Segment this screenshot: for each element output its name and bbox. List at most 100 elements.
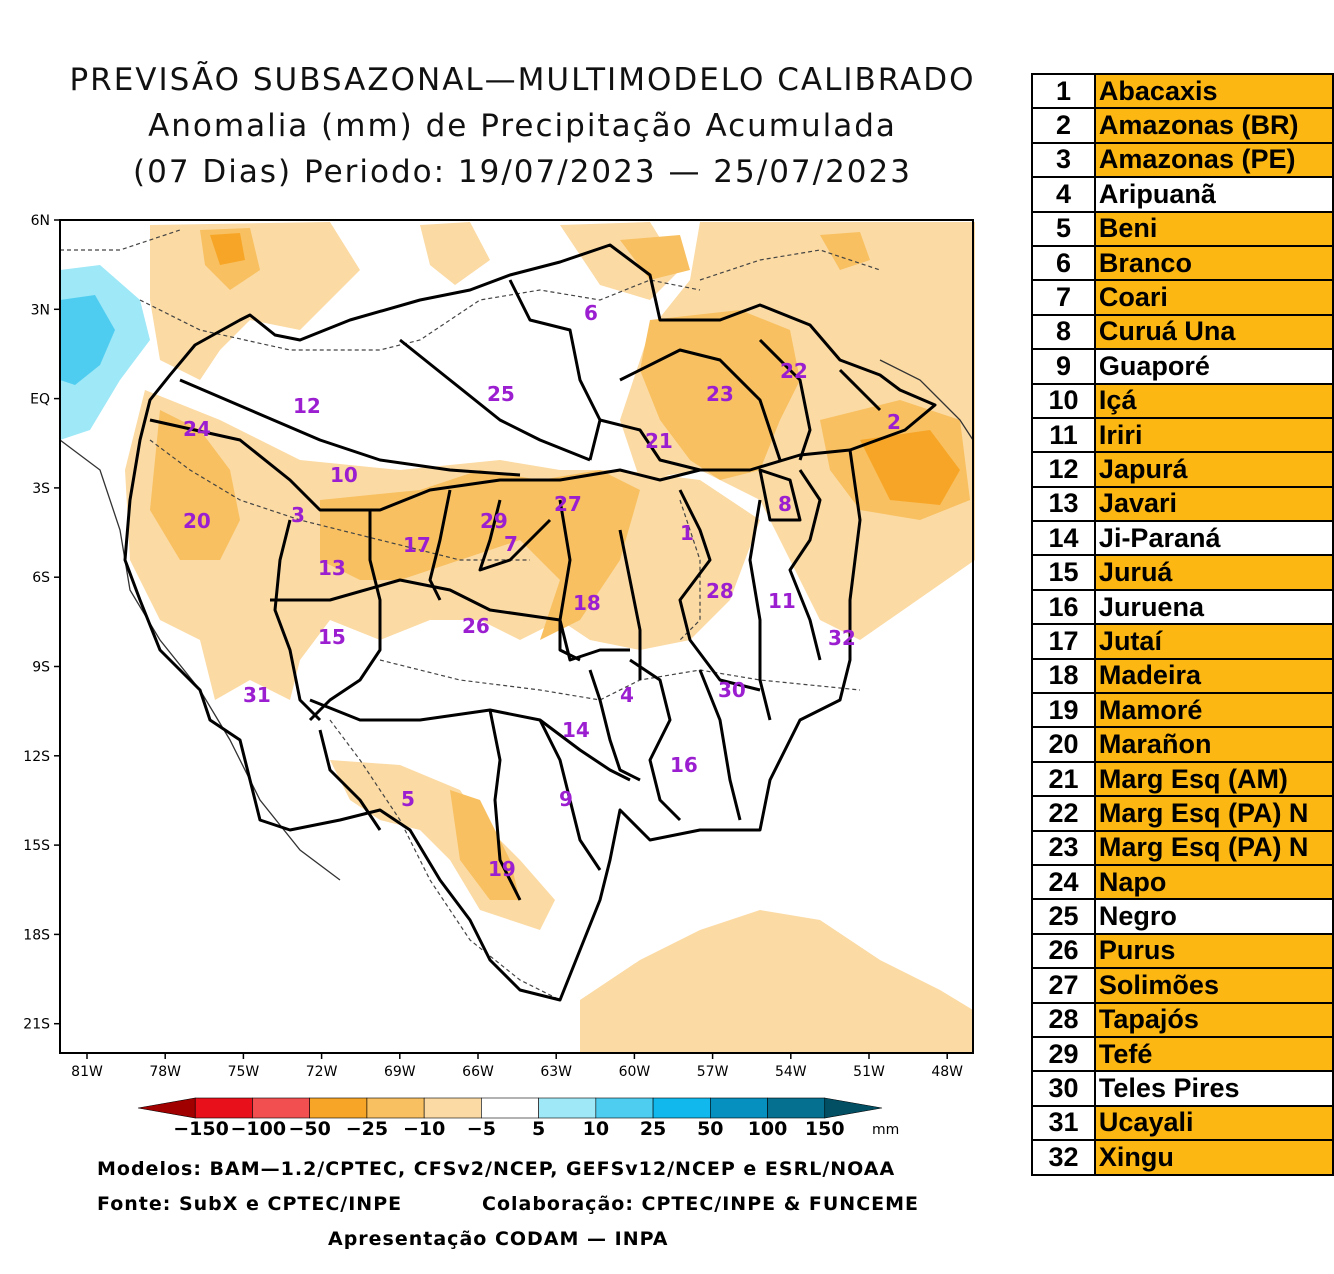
colorbar-tick-label: −100 [230,1118,287,1140]
basin-row: 1 Abacaxis [1031,72,1334,110]
basin-row: 30 Teles Pires [1031,1070,1334,1107]
colorbar-tick-label: −5 [466,1118,496,1140]
basin-number: 25 [1031,898,1096,935]
basin-name: Tapajós [1093,1001,1334,1038]
basin-number: 3 [1031,141,1096,179]
basin-legend-table: 1 Abacaxis 2 Amazonas (BR) 3 Amazonas (PE) 4 Ar… [1031,72,1334,1176]
precipitation-anomaly-map: 6N 3N EQ 3S 6S 9S 12S 15S 18S 21S 81W 78W 75W 72W 69W… [23,213,975,1080]
basin-row: 6 Branco [1031,244,1334,282]
basin-label-27: 27 [554,492,582,516]
models-credit: Modelos: BAM—1.2/CPTEC, CFSv2/NCEP, GEFS… [97,1158,896,1180]
colorbar-tick-label: 100 [747,1118,788,1140]
basin-row: 14 Ji-Paraná [1031,520,1334,557]
colorbar-tick-label: 50 [697,1118,724,1140]
basin-row: 24 Napo [1031,863,1334,901]
basin-row: 20 Marañon [1031,726,1334,763]
basin-row: 27 Solimões [1031,967,1334,1004]
longitude-axis: 81W 78W 75W 72W 69W 66W 63W 60W 57W 54W 51W 48W [71,1053,963,1080]
basin-name: Marg Esq (PA) N [1093,795,1334,832]
basin-label-8: 8 [778,492,792,516]
basin-label-19: 19 [488,857,516,881]
basin-label-12: 12 [293,394,321,418]
basin-label-7: 7 [504,532,518,556]
basin-label-13: 13 [318,556,346,580]
basin-number: 11 [1031,416,1096,454]
collaboration-credit: Colaboração: CPTEC/INPE & FUNCEME [482,1193,920,1215]
basin-label-1: 1 [680,521,694,545]
basin-number: 24 [1031,863,1096,901]
basin-number: 21 [1031,760,1096,798]
colorbar-tick-label: −10 [402,1118,446,1140]
basin-label-30: 30 [718,678,746,702]
colorbar-cell [481,1097,539,1119]
basin-number: 17 [1031,623,1096,660]
latitude-axis: 6N 3N EQ 3S 6S 9S 12S 15S 18S 21S [23,213,60,1033]
basin-label-9: 9 [559,787,573,811]
basin-label-17: 17 [403,533,431,557]
basin-name: Marg Esq (PA) N [1093,829,1334,866]
basin-number: 9 [1031,348,1096,385]
lat-label: 6S [32,570,50,586]
basin-name: Purus [1093,932,1334,970]
basin-name: Juruá [1093,554,1334,591]
basin-label-22: 22 [780,359,808,383]
basin-name: Beni [1093,210,1334,247]
basin-number: 8 [1031,313,1096,351]
lon-label: 66W [462,1064,494,1080]
lat-label: 15S [23,838,50,854]
basin-name: Branco [1093,244,1334,282]
basin-number: 1 [1031,72,1096,110]
basin-row: 23 Marg Esq (PA) N [1031,829,1334,866]
lon-label: 48W [931,1064,963,1080]
coastlines [59,359,974,881]
colorbar-tick-label: 5 [531,1118,546,1140]
colorbar-cell [710,1097,768,1119]
lon-label: 69W [384,1064,416,1080]
lon-label: 75W [228,1064,260,1080]
basin-name: Juruena [1093,588,1334,626]
basin-number: 5 [1031,210,1096,247]
lat-label: 12S [23,749,50,765]
basin-label-16: 16 [670,753,698,777]
basin-row: 31 Ucayali [1031,1104,1334,1142]
basin-number: 4 [1031,176,1096,213]
colorbar-tick-label: −150 [173,1118,229,1140]
basin-number: 12 [1031,451,1096,488]
lat-label: 9S [32,660,50,676]
basin-name: Aripuanã [1093,176,1334,213]
basin-name: Xingu [1093,1139,1334,1176]
basin-number: 31 [1031,1104,1096,1142]
basin-label-18: 18 [573,591,601,615]
basin-name: Curuá Una [1093,313,1334,351]
lon-label: 60W [619,1064,651,1080]
basin-outlines [123,243,937,1002]
lat-label: 6N [31,213,50,229]
basin-number: 15 [1031,554,1096,591]
basin-number: 19 [1031,692,1096,729]
basin-name: Iriri [1093,416,1334,454]
basin-row: 16 Juruena [1031,588,1334,626]
colorbar-unit: mm [872,1122,900,1138]
basin-number: 28 [1031,1001,1096,1038]
basin-label-21: 21 [645,429,673,453]
basin-number: 18 [1031,657,1096,695]
basin-name: Ucayali [1093,1104,1334,1142]
basin-label-3: 3 [291,503,305,527]
basin-row: 28 Tapajós [1031,1001,1334,1038]
basin-name: Marañon [1093,726,1334,763]
basin-row: 17 Jutaí [1031,623,1334,660]
basin-name: Abacaxis [1093,72,1334,110]
basin-name: Solimões [1093,967,1334,1004]
lat-label: 3S [32,481,50,497]
basin-name: Negro [1093,898,1334,935]
basin-label-28: 28 [706,579,734,603]
lon-label: 54W [775,1064,807,1080]
anomaly-blue-fields [60,265,150,440]
basin-name: Guaporé [1093,348,1334,385]
colorbar-cell [824,1097,883,1119]
basin-number: 23 [1031,829,1096,866]
basin-label-14: 14 [562,718,590,742]
basin-row: 29 Tefé [1031,1035,1334,1073]
lon-label: 63W [540,1064,572,1080]
basin-label-31: 31 [243,683,271,707]
